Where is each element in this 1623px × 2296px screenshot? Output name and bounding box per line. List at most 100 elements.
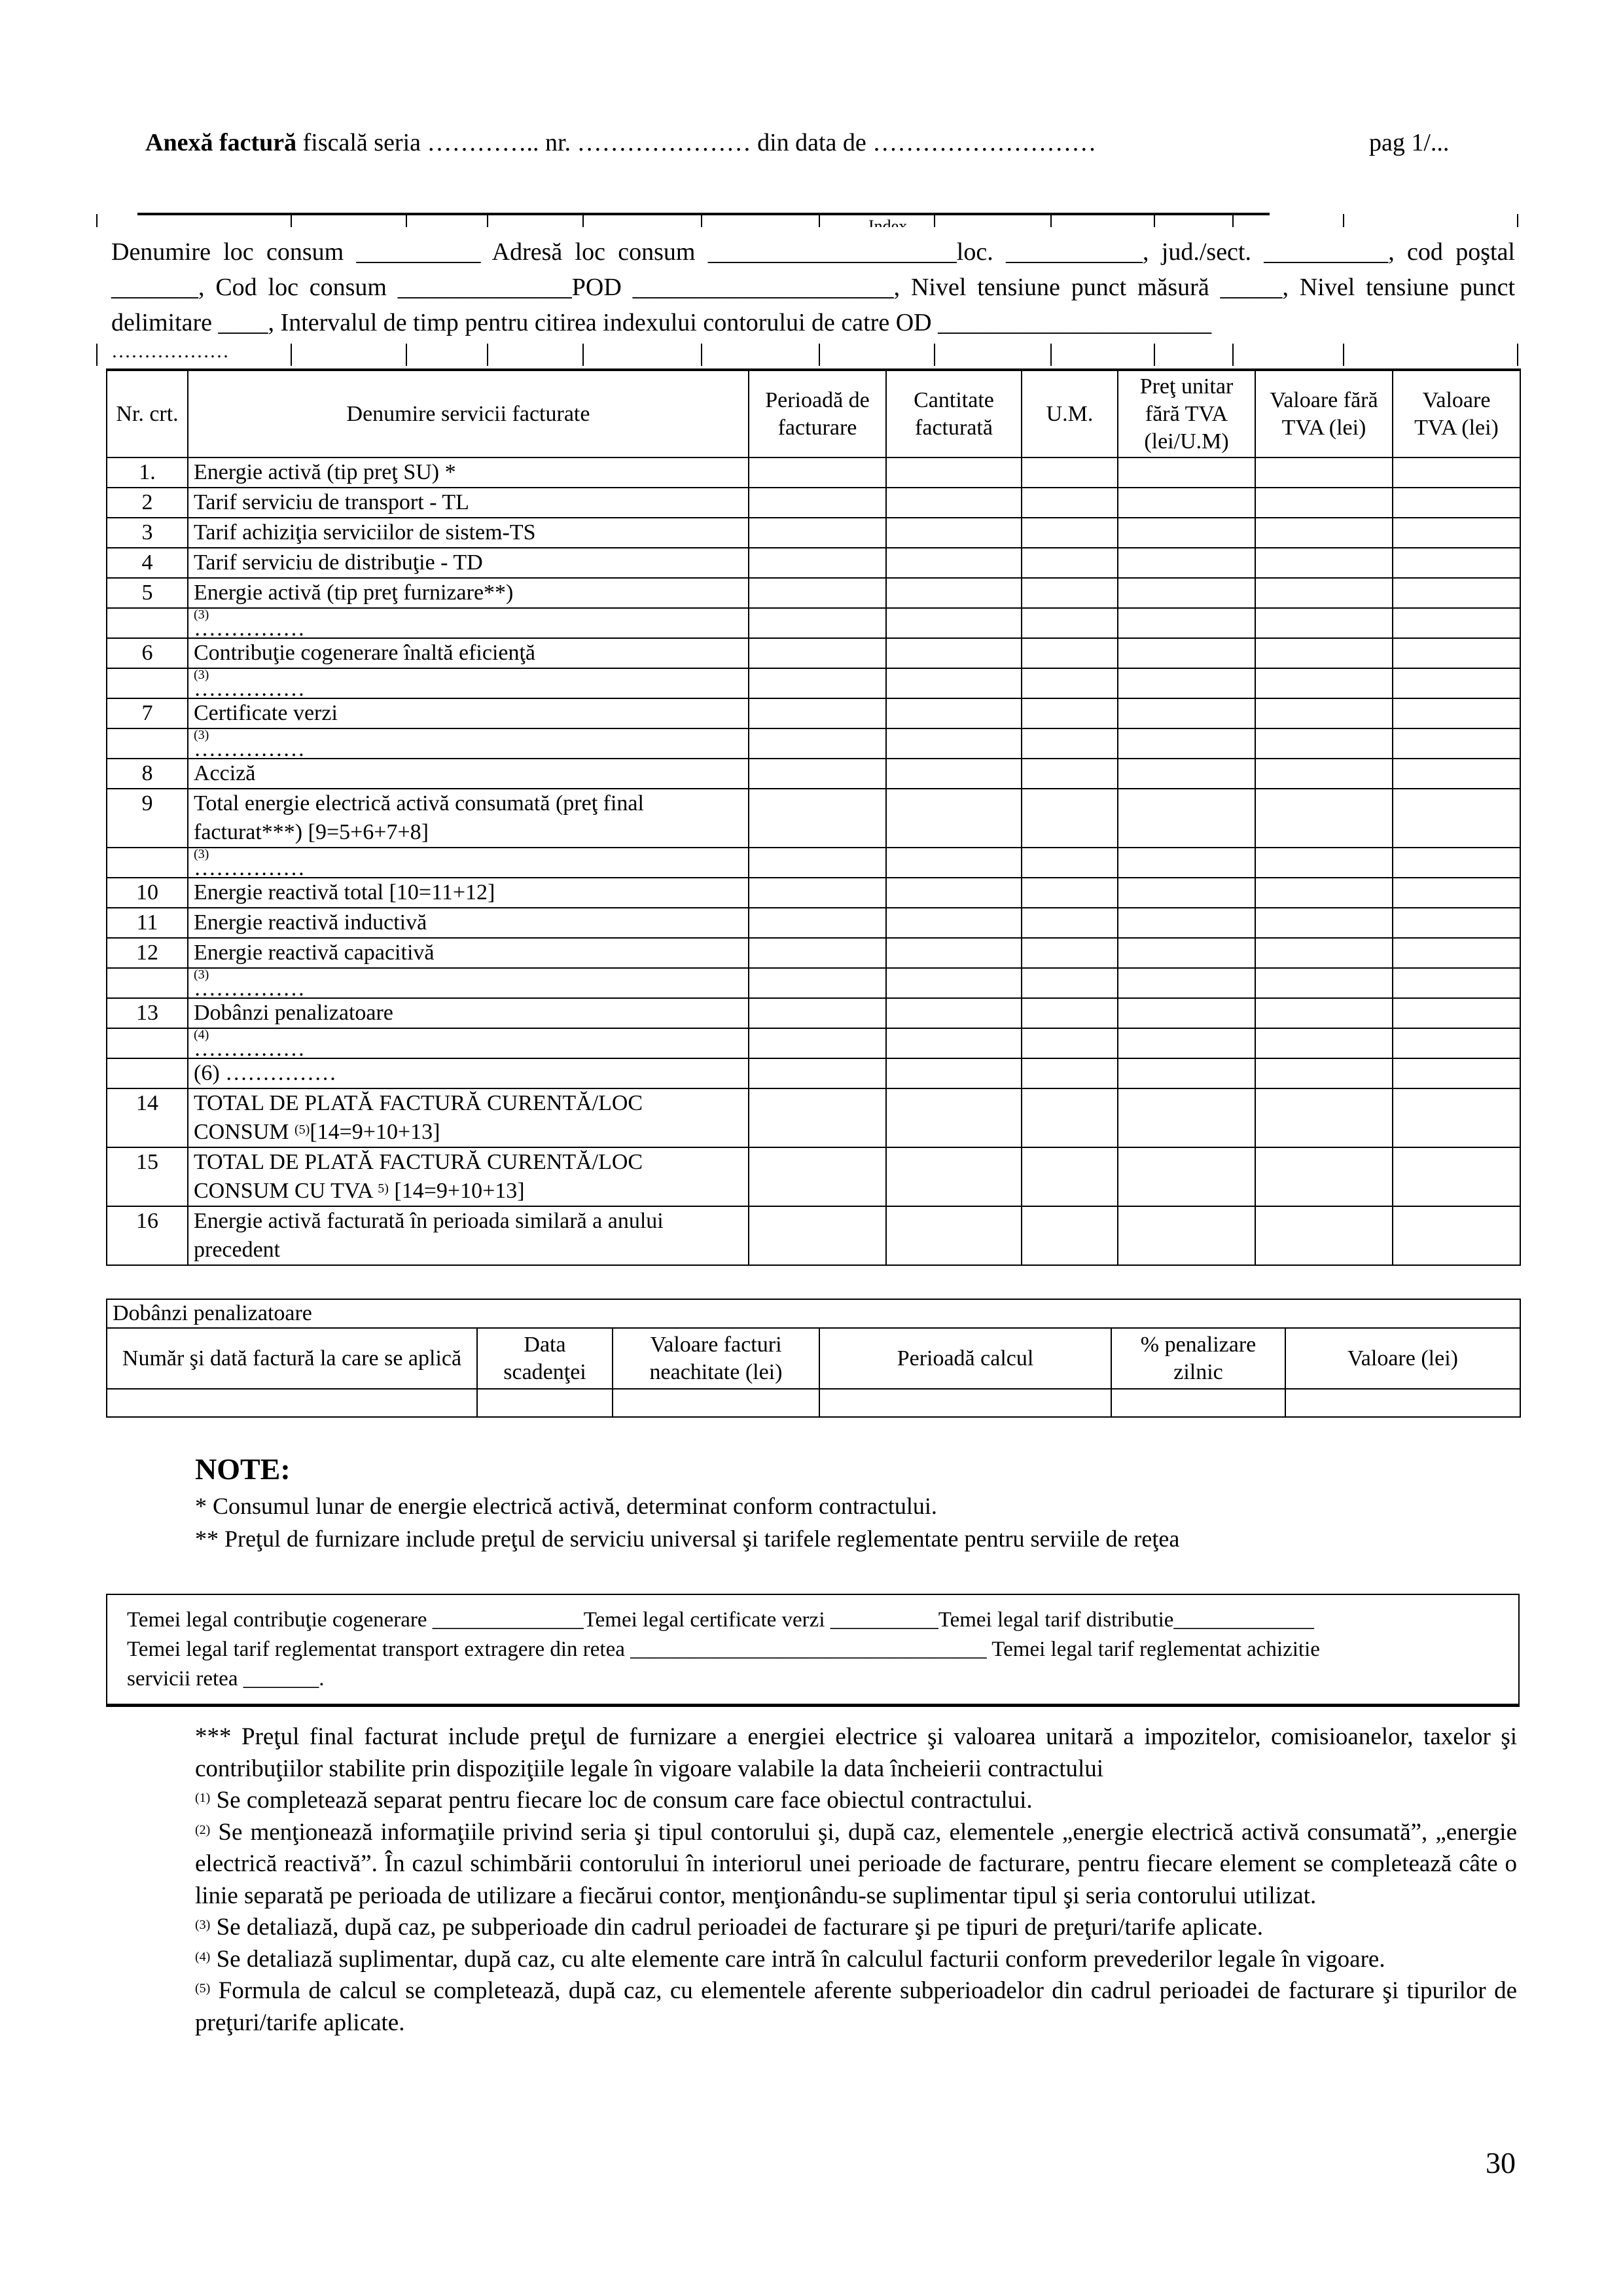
- value-cell[interactable]: [1255, 457, 1393, 488]
- value-cell[interactable]: [748, 577, 887, 609]
- value-cell[interactable]: [1392, 1206, 1521, 1266]
- penalty-value-cell[interactable]: [819, 1388, 1112, 1418]
- value-cell[interactable]: [1392, 668, 1521, 699]
- value-cell[interactable]: [885, 607, 1022, 639]
- value-cell[interactable]: [1117, 637, 1256, 669]
- penalty-value-cell[interactable]: [612, 1388, 820, 1418]
- value-cell[interactable]: [1392, 1028, 1521, 1059]
- value-cell[interactable]: [1117, 457, 1256, 488]
- value-cell[interactable]: [885, 1058, 1022, 1089]
- penalty-value-cell[interactable]: [476, 1388, 613, 1418]
- value-cell[interactable]: [1255, 847, 1393, 878]
- value-cell[interactable]: [1392, 1058, 1521, 1089]
- value-cell[interactable]: [1117, 788, 1256, 848]
- value-cell[interactable]: [1021, 1206, 1118, 1266]
- value-cell[interactable]: [885, 698, 1022, 729]
- value-cell[interactable]: [1255, 547, 1393, 579]
- value-cell[interactable]: [748, 1147, 887, 1207]
- value-cell[interactable]: [748, 758, 887, 789]
- value-cell[interactable]: [1392, 877, 1521, 908]
- penalty-value-cell[interactable]: [106, 1388, 478, 1418]
- value-cell[interactable]: [1255, 877, 1393, 908]
- value-cell[interactable]: [1021, 577, 1118, 609]
- value-cell[interactable]: [1255, 668, 1393, 699]
- value-cell[interactable]: [1255, 1058, 1393, 1089]
- value-cell[interactable]: [1255, 758, 1393, 789]
- value-cell[interactable]: [1117, 698, 1256, 729]
- value-cell[interactable]: [1255, 937, 1393, 969]
- value-cell[interactable]: [748, 1088, 887, 1148]
- value-cell[interactable]: [1021, 758, 1118, 789]
- value-cell[interactable]: [1021, 1147, 1118, 1207]
- value-cell[interactable]: [1021, 967, 1118, 999]
- value-cell[interactable]: [1021, 997, 1118, 1029]
- value-cell[interactable]: [748, 1028, 887, 1059]
- value-cell[interactable]: [885, 967, 1022, 999]
- value-cell[interactable]: [748, 997, 887, 1029]
- value-cell[interactable]: [885, 758, 1022, 789]
- value-cell[interactable]: [1392, 728, 1521, 759]
- value-cell[interactable]: [1255, 967, 1393, 999]
- value-cell[interactable]: [1255, 577, 1393, 609]
- value-cell[interactable]: [1117, 907, 1256, 939]
- value-cell[interactable]: [1255, 1028, 1393, 1059]
- value-cell[interactable]: [885, 997, 1022, 1029]
- value-cell[interactable]: [1117, 1028, 1256, 1059]
- value-cell[interactable]: [748, 847, 887, 878]
- value-cell[interactable]: [885, 1088, 1022, 1148]
- value-cell[interactable]: [1255, 637, 1393, 669]
- value-cell[interactable]: [748, 877, 887, 908]
- value-cell[interactable]: [1392, 607, 1521, 639]
- value-cell[interactable]: [1392, 577, 1521, 609]
- value-cell[interactable]: [1021, 607, 1118, 639]
- value-cell[interactable]: [1255, 517, 1393, 548]
- value-cell[interactable]: [1392, 967, 1521, 999]
- value-cell[interactable]: [1255, 607, 1393, 639]
- value-cell[interactable]: [1255, 487, 1393, 518]
- value-cell[interactable]: [1255, 728, 1393, 759]
- value-cell[interactable]: [1117, 877, 1256, 908]
- value-cell[interactable]: [1392, 758, 1521, 789]
- value-cell[interactable]: [748, 547, 887, 579]
- value-cell[interactable]: [1117, 1206, 1256, 1266]
- value-cell[interactable]: [1255, 1206, 1393, 1266]
- value-cell[interactable]: [885, 1206, 1022, 1266]
- value-cell[interactable]: [885, 547, 1022, 579]
- value-cell[interactable]: [748, 487, 887, 518]
- value-cell[interactable]: [1117, 577, 1256, 609]
- value-cell[interactable]: [1021, 487, 1118, 518]
- value-cell[interactable]: [885, 1028, 1022, 1059]
- value-cell[interactable]: [1117, 547, 1256, 579]
- value-cell[interactable]: [1255, 907, 1393, 939]
- value-cell[interactable]: [1117, 997, 1256, 1029]
- value-cell[interactable]: [1392, 517, 1521, 548]
- value-cell[interactable]: [1117, 758, 1256, 789]
- value-cell[interactable]: [1392, 937, 1521, 969]
- value-cell[interactable]: [1255, 698, 1393, 729]
- value-cell[interactable]: [885, 457, 1022, 488]
- value-cell[interactable]: [1021, 847, 1118, 878]
- value-cell[interactable]: [1117, 607, 1256, 639]
- value-cell[interactable]: [748, 967, 887, 999]
- value-cell[interactable]: [748, 907, 887, 939]
- value-cell[interactable]: [1255, 1088, 1393, 1148]
- value-cell[interactable]: [1021, 1058, 1118, 1089]
- value-cell[interactable]: [1117, 487, 1256, 518]
- value-cell[interactable]: [1392, 487, 1521, 518]
- value-cell[interactable]: [885, 907, 1022, 939]
- value-cell[interactable]: [748, 1206, 887, 1266]
- value-cell[interactable]: [1021, 668, 1118, 699]
- value-cell[interactable]: [1117, 937, 1256, 969]
- value-cell[interactable]: [885, 937, 1022, 969]
- value-cell[interactable]: [1021, 457, 1118, 488]
- value-cell[interactable]: [1392, 457, 1521, 488]
- value-cell[interactable]: [885, 877, 1022, 908]
- value-cell[interactable]: [1021, 698, 1118, 729]
- value-cell[interactable]: [748, 698, 887, 729]
- value-cell[interactable]: [885, 637, 1022, 669]
- value-cell[interactable]: [1117, 1058, 1256, 1089]
- value-cell[interactable]: [748, 728, 887, 759]
- value-cell[interactable]: [885, 517, 1022, 548]
- value-cell[interactable]: [1021, 907, 1118, 939]
- value-cell[interactable]: [885, 668, 1022, 699]
